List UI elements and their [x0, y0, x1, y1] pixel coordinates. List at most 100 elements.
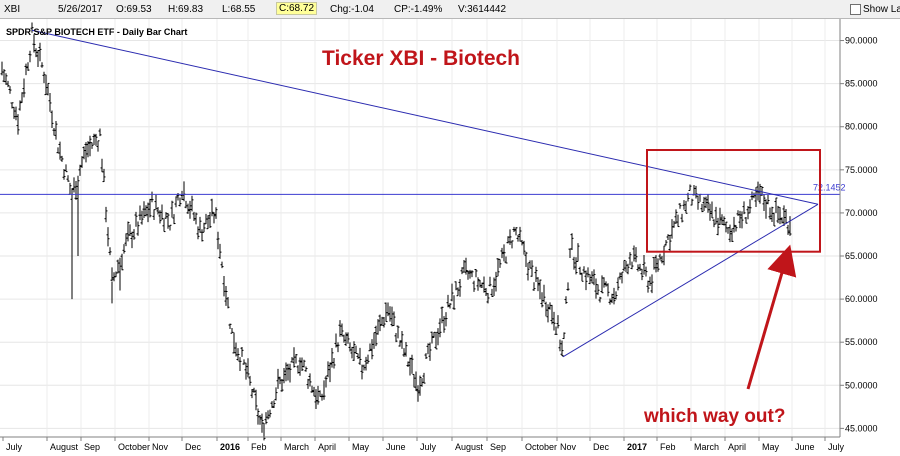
resistance-label: 72.1452	[813, 182, 846, 192]
price-bar	[272, 400, 276, 409]
price-bar	[598, 296, 602, 303]
price-bar	[256, 408, 260, 425]
price-bar	[196, 226, 200, 240]
price-bar	[240, 347, 244, 357]
price-bar	[470, 270, 474, 278]
price-bar	[54, 120, 58, 140]
price-bar	[596, 284, 600, 295]
price-bar	[420, 378, 424, 387]
price-bar	[766, 195, 770, 205]
price-bar	[772, 212, 776, 227]
x-tick-label: 2017	[627, 442, 647, 452]
price-bar	[406, 361, 410, 367]
price-bar	[564, 296, 568, 304]
y-tick-label: 85.0000	[845, 79, 878, 89]
price-bar	[124, 233, 128, 247]
callout-text: which way out?	[643, 406, 785, 427]
price-bar	[186, 203, 190, 214]
price-bar	[624, 260, 628, 273]
price-bar	[442, 316, 446, 333]
x-tick-label: March	[694, 442, 719, 452]
y-tick-label: 70.0000	[845, 208, 878, 218]
price-bar	[276, 368, 280, 389]
price-bar	[722, 216, 726, 226]
price-bar	[110, 267, 114, 282]
price-bar	[206, 215, 210, 230]
price-bar	[74, 181, 78, 200]
price-bar	[374, 325, 378, 347]
price-bar	[612, 287, 616, 305]
price-bar	[696, 195, 700, 210]
price-bar	[402, 348, 406, 357]
bar-chart: 72.1452 90.0000 85.0000 80.0000 75.0000 70.0…	[0, 19, 878, 452]
show-last-checkbox[interactable]	[850, 4, 861, 15]
price-bar	[438, 318, 442, 338]
price-bar	[650, 274, 654, 294]
y-tick-label: 60.0000	[845, 294, 878, 304]
price-bar	[156, 206, 160, 215]
price-bar	[310, 385, 314, 393]
price-bar	[428, 342, 432, 361]
price-bar	[748, 199, 752, 214]
price-bar	[396, 325, 400, 339]
price-bar	[174, 196, 178, 208]
price-bar	[542, 284, 546, 303]
price-bar	[218, 243, 222, 259]
price-bar	[618, 272, 622, 280]
price-bar	[528, 260, 532, 269]
price-bar	[266, 410, 270, 420]
price-bar	[248, 375, 252, 386]
price-bar	[682, 200, 686, 210]
x-tick-label: May	[352, 442, 370, 452]
price-bar	[448, 303, 452, 309]
x-tick-label: July	[420, 442, 437, 452]
y-tick-label: 50.0000	[845, 380, 878, 390]
price-bar	[340, 323, 344, 337]
price-bar	[522, 240, 526, 255]
x-tick-label: Dec	[593, 442, 610, 452]
price-bar	[228, 323, 232, 330]
price-bar	[454, 281, 458, 291]
low-readout: L:68.55	[222, 4, 256, 15]
price-bar	[466, 270, 470, 280]
price-bar	[42, 71, 46, 84]
price-bar	[472, 280, 476, 292]
x-tick-label: August	[50, 442, 79, 452]
price-bar	[22, 78, 26, 98]
y-tick-label: 55.0000	[845, 337, 878, 347]
price-bar	[548, 302, 552, 310]
price-bar	[506, 236, 510, 244]
price-bar	[306, 378, 310, 389]
price-bar	[512, 226, 516, 233]
price-bar	[158, 210, 162, 224]
price-bar	[6, 80, 10, 88]
price-bar	[214, 207, 218, 219]
volume-readout: V:3614442	[458, 4, 507, 15]
price-bar	[304, 366, 308, 372]
price-bar	[712, 219, 716, 228]
price-bar	[556, 315, 560, 329]
price-bar	[286, 363, 290, 381]
price-bar	[210, 198, 214, 217]
price-bar	[666, 234, 670, 241]
price-bar	[464, 257, 468, 275]
price-bar	[224, 285, 228, 306]
price-bar	[164, 212, 168, 219]
x-tick-label: April	[318, 442, 336, 452]
price-bar	[456, 287, 460, 297]
price-bar	[630, 261, 634, 270]
price-bar	[4, 73, 8, 85]
price-bar	[234, 342, 238, 357]
price-bar	[184, 200, 188, 209]
high-readout: H:69.83	[168, 4, 204, 15]
price-bar	[672, 220, 676, 228]
price-bar	[114, 271, 118, 278]
price-bar	[226, 296, 230, 309]
x-tick-label: Nov	[560, 442, 577, 452]
price-bar	[102, 168, 106, 183]
price-bar	[178, 197, 182, 207]
price-bar	[146, 202, 150, 223]
price-bar	[658, 253, 662, 261]
price-bar	[488, 276, 492, 287]
price-bar	[690, 198, 694, 206]
